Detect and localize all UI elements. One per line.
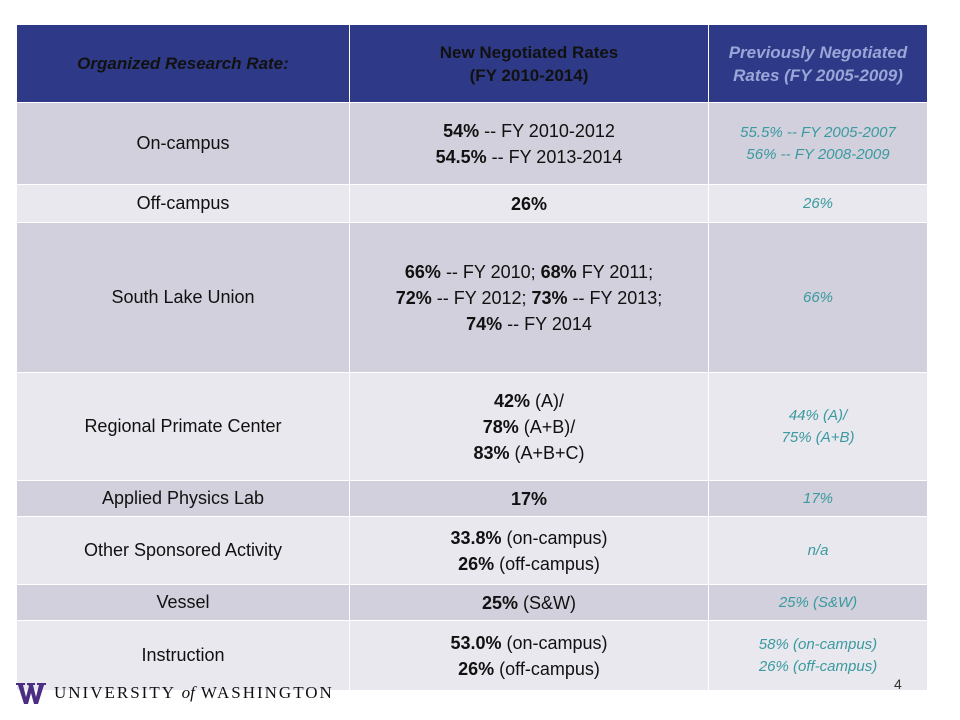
new-rate-text: -- FY 2013-2014 xyxy=(486,146,623,167)
new-rate-text: 54.5% xyxy=(435,146,487,167)
previous-rate-text: 25% (S&W) xyxy=(778,593,858,611)
new-rate-text: 66% xyxy=(404,261,441,282)
new-rate-text: (S&W) xyxy=(518,592,577,613)
university-name: UNIVERSITY of WASHINGTON xyxy=(54,683,334,702)
table-header-row: Organized Research Rate: New Negotiated … xyxy=(16,24,928,103)
new-rate-text: 17% xyxy=(510,488,548,509)
previous-rate-text: 58% (on-campus) xyxy=(758,635,878,653)
new-rate-text: (off-campus) xyxy=(494,553,600,574)
previous-rate-cell: 55.5% -- FY 2005-2007 56% -- FY 2008-2009 xyxy=(708,102,928,185)
row-label: Regional Primate Center xyxy=(16,372,350,481)
row-label: Off-campus xyxy=(16,184,350,223)
new-rate-text: 26% xyxy=(458,658,495,679)
new-rate-text: 26% xyxy=(458,553,495,574)
new-rate-text: -- FY 2014 xyxy=(502,313,592,334)
previous-rate-text: n/a xyxy=(807,541,829,559)
previous-rate-text: 56% -- FY 2008-2009 xyxy=(746,145,890,163)
new-rate-text: 74% xyxy=(466,313,503,334)
new-rate-text: (on-campus) xyxy=(501,527,608,548)
new-rate-text: 72% xyxy=(395,287,432,308)
new-rate-text: FY 2011; xyxy=(576,261,654,282)
row-label: On-campus xyxy=(16,102,350,185)
table-row: On-campus 54% -- FY 2010-2012 54.5% -- FY … xyxy=(16,102,928,185)
previous-rate-cell: 66% xyxy=(708,222,928,373)
table-row: Regional Primate Center 42% (A)/ 78% (A+B)… xyxy=(16,372,928,481)
row-label: South Lake Union xyxy=(16,222,350,373)
new-rate-cell: 54% -- FY 2010-2012 54.5% -- FY 2013-2014 xyxy=(349,102,709,185)
new-rate-text: (on-campus) xyxy=(501,632,608,653)
new-rate-text: (A+B+C) xyxy=(509,442,585,463)
previous-rate-text: 75% (A+B) xyxy=(781,428,855,446)
uw-w-icon xyxy=(16,683,46,704)
page-number: 4 xyxy=(894,676,902,692)
new-rate-text: 53.0% xyxy=(450,632,502,653)
new-rate-cell: 53.0% (on-campus) 26% (off-campus) xyxy=(349,620,709,691)
previous-rate-cell: 44% (A)/ 75% (A+B) xyxy=(708,372,928,481)
table-row: Vessel 25% (S&W) 25% (S&W) xyxy=(16,584,928,621)
new-rate-text: -- FY 2010-2012 xyxy=(479,120,615,141)
new-rate-cell: 25% (S&W) xyxy=(349,584,709,621)
new-rate-text: 26% xyxy=(510,193,548,214)
table-row: South Lake Union 66% -- FY 2010; 68% FY 2… xyxy=(16,222,928,373)
new-rate-text: 54% xyxy=(443,120,480,141)
header-new-rates: New Negotiated Rates (FY 2010-2014) xyxy=(349,24,709,103)
new-rate-text: 73% xyxy=(531,287,568,308)
new-rate-cell: 66% -- FY 2010; 68% FY 2011; 72% -- FY 20… xyxy=(349,222,709,373)
new-rate-cell: 26% xyxy=(349,184,709,223)
new-rate-text: -- FY 2013; xyxy=(567,287,663,308)
header-rate-type: Organized Research Rate: xyxy=(16,24,350,103)
university-logo: UNIVERSITY of WASHINGTON xyxy=(16,681,334,705)
row-label: Other Sponsored Activity xyxy=(16,516,350,585)
previous-rate-text: 17% xyxy=(802,489,834,507)
table-row: Off-campus 26% 26% xyxy=(16,184,928,223)
row-label: Vessel xyxy=(16,584,350,621)
new-rate-cell: 42% (A)/ 78% (A+B)/ 83% (A+B+C) xyxy=(349,372,709,481)
new-rate-text: 83% xyxy=(473,442,510,463)
previous-rate-cell: 58% (on-campus) 26% (off-campus) xyxy=(708,620,928,691)
table-row: Other Sponsored Activity 33.8% (on-campus… xyxy=(16,516,928,585)
previous-rate-cell: 26% xyxy=(708,184,928,223)
previous-rate-cell: 25% (S&W) xyxy=(708,584,928,621)
row-label: Applied Physics Lab xyxy=(16,480,350,517)
new-rate-text: 42% xyxy=(493,390,531,411)
header-previous-rates: Previously Negotiated Rates (FY 2005-2009… xyxy=(708,24,928,103)
new-rate-text: 78% xyxy=(482,416,519,437)
table-row: Instruction 53.0% (on-campus) 26% (off-cam… xyxy=(16,620,928,691)
previous-rate-text: 44% (A)/ xyxy=(788,406,848,424)
previous-rate-cell: 17% xyxy=(708,480,928,517)
previous-rate-text: 26% (off-campus) xyxy=(758,657,878,675)
new-rate-text: 33.8% xyxy=(450,527,502,548)
new-rate-text: (A+B)/ xyxy=(518,416,576,437)
new-rate-text: -- FY 2010; xyxy=(440,261,541,282)
table-row: Applied Physics Lab 17% 17% xyxy=(16,480,928,517)
previous-rate-text: 55.5% -- FY 2005-2007 xyxy=(740,123,896,141)
previous-rate-text: 66% xyxy=(802,288,834,306)
row-label: Instruction xyxy=(16,620,350,691)
new-rate-text: (off-campus) xyxy=(494,658,600,679)
previous-rate-text: 26% xyxy=(802,194,834,212)
new-rate-cell: 33.8% (on-campus) 26% (off-campus) xyxy=(349,516,709,585)
new-rate-text: 68% xyxy=(540,261,577,282)
new-rate-text: 25% xyxy=(481,592,519,613)
new-rate-text: -- FY 2012; xyxy=(431,287,532,308)
new-rate-text: (A)/ xyxy=(530,390,565,411)
rates-table: Organized Research Rate: New Negotiated … xyxy=(16,24,928,691)
new-rate-cell: 17% xyxy=(349,480,709,517)
previous-rate-cell: n/a xyxy=(708,516,928,585)
